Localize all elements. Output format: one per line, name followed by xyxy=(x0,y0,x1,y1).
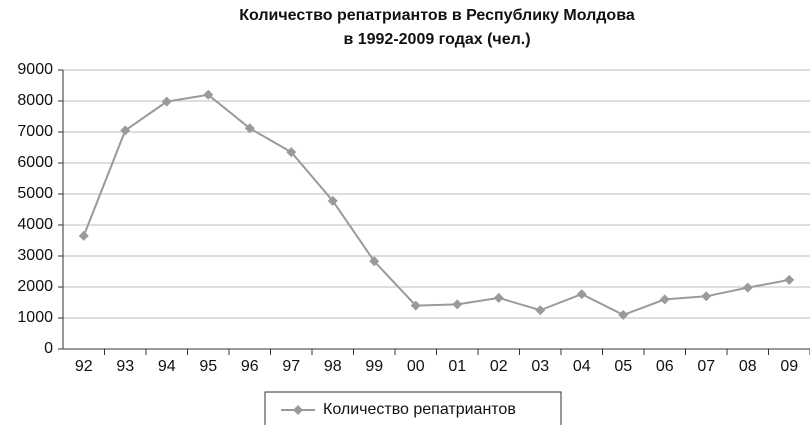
legend-marker xyxy=(293,405,303,415)
y-tick-label: 4000 xyxy=(17,216,53,233)
point xyxy=(493,292,504,303)
y-tick-label: 5000 xyxy=(17,185,53,202)
x-tick-label: 98 xyxy=(324,358,342,375)
point xyxy=(244,123,255,134)
y-tick-label: 7000 xyxy=(17,123,53,140)
point xyxy=(410,300,421,311)
point xyxy=(618,309,629,320)
x-tick-label: 93 xyxy=(116,358,134,375)
chart-title: в 1992-2009 годах (чел.) xyxy=(343,31,530,48)
x-tick-label: 02 xyxy=(490,358,508,375)
y-tick-label: 0 xyxy=(44,340,53,357)
series-line xyxy=(82,93,790,316)
x-tick-label: 07 xyxy=(697,358,715,375)
y-tick-label: 1000 xyxy=(17,309,53,326)
legend-label: Количество репатриантов xyxy=(323,401,516,418)
x-tick-label: 96 xyxy=(241,358,259,375)
x-tick-label: 01 xyxy=(448,358,466,375)
x-tick-label: 00 xyxy=(407,358,425,375)
x-tick-label: 97 xyxy=(282,358,300,375)
x-tick-label: 06 xyxy=(656,358,674,375)
x-tick-label: 94 xyxy=(158,358,176,375)
x-tick-label: 03 xyxy=(531,358,549,375)
point xyxy=(78,230,89,241)
point xyxy=(535,305,546,316)
chart-title: Количество репатриантов в Республику Мол… xyxy=(239,7,635,24)
point xyxy=(576,289,587,300)
point xyxy=(327,195,338,206)
point xyxy=(120,125,131,136)
x-tick-label: 99 xyxy=(365,358,383,375)
point xyxy=(369,256,380,267)
point xyxy=(784,274,795,285)
x-tick-label: 05 xyxy=(614,358,632,375)
y-tick-label: 9000 xyxy=(17,61,53,78)
legend-box xyxy=(264,391,562,425)
point xyxy=(161,96,172,107)
point xyxy=(286,147,297,158)
point xyxy=(659,294,670,305)
y-tick-label: 3000 xyxy=(17,247,53,264)
x-tick-label: 08 xyxy=(739,358,757,375)
x-tick-label: 92 xyxy=(75,358,93,375)
x-tick-label: 95 xyxy=(199,358,217,375)
y-tick-label: 2000 xyxy=(17,278,53,295)
point xyxy=(203,89,214,100)
point xyxy=(742,282,753,293)
point xyxy=(701,291,712,302)
x-tick-label: 09 xyxy=(780,358,798,375)
x-tick-label: 04 xyxy=(573,358,591,375)
y-tick-label: 6000 xyxy=(17,154,53,171)
y-tick-label: 8000 xyxy=(17,92,53,109)
point xyxy=(452,299,463,310)
